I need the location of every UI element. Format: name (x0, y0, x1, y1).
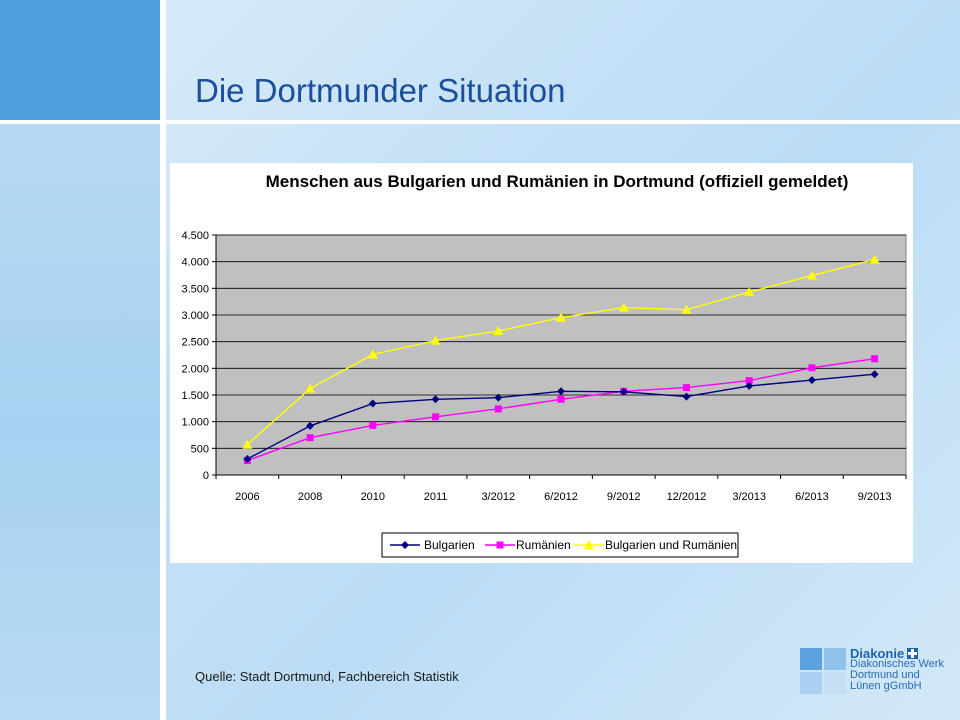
data-point-diamond (557, 387, 565, 396)
y-tick-label: 4.000 (181, 257, 209, 269)
data-point-triangle (744, 287, 755, 297)
x-tick-label: 2011 (424, 491, 448, 503)
data-point-triangle (305, 383, 316, 393)
x-tick-label: 9/2013 (858, 491, 892, 503)
data-point-triangle (367, 349, 378, 359)
logo-line-2: Dortmund und (850, 669, 920, 681)
x-tick-label: 3/2013 (732, 491, 766, 503)
data-point-diamond (870, 370, 879, 379)
chart-container: Menschen aus Bulgarien und Rumänien in D… (170, 163, 913, 563)
data-point-square (871, 355, 879, 363)
data-point-triangle (242, 439, 253, 449)
data-point-diamond (494, 393, 503, 402)
y-tick-label: 1.500 (181, 390, 209, 402)
accent-block (0, 0, 160, 120)
legend-label: Bulgarien und Rumänien (605, 538, 737, 552)
y-tick-label: 0 (203, 470, 209, 482)
data-point-diamond (682, 392, 691, 401)
data-point-triangle (618, 302, 629, 312)
x-tick-label: 2010 (361, 491, 385, 503)
y-tick-label: 3.500 (181, 283, 209, 295)
legend-marker (401, 541, 409, 549)
legend-box (381, 532, 739, 558)
data-point-triangle (430, 335, 441, 345)
legend-label: Bulgarien (424, 538, 475, 552)
legend-label: Rumänien (516, 538, 571, 552)
data-point-triangle (806, 270, 817, 280)
data-point-diamond (368, 399, 377, 408)
data-point-triangle (556, 312, 566, 322)
x-tick-label: 3/2012 (481, 491, 515, 503)
data-point-diamond (745, 381, 754, 390)
data-point-diamond (807, 376, 816, 385)
data-point-diamond (431, 395, 440, 404)
data-point-diamond (243, 455, 252, 463)
y-tick-label: 4.500 (181, 230, 209, 242)
y-tick-label: 2.000 (181, 363, 209, 375)
y-tick-label: 3.000 (181, 310, 209, 322)
logo-line-1: Diakonisches Werk (850, 658, 944, 670)
y-tick-label: 2.500 (181, 337, 209, 349)
data-point-square (557, 395, 565, 403)
chart-title: Menschen aus Bulgarien und Rumänien in D… (266, 172, 849, 191)
data-point-square (808, 364, 816, 372)
data-point-square (369, 421, 377, 429)
data-point-triangle (493, 326, 504, 335)
data-point-triangle (681, 304, 692, 314)
x-tick-label: 6/2012 (544, 491, 578, 503)
data-point-triangle (869, 254, 880, 264)
page-title: Die Dortmunder Situation (195, 72, 566, 109)
data-point-square (306, 434, 314, 442)
legend-marker (584, 540, 594, 549)
data-point-square (494, 405, 502, 413)
vertical-divider (160, 0, 166, 720)
data-point-square (745, 377, 753, 385)
data-point-square (432, 413, 440, 421)
diakonie-logo: Diakonie Diakonisches Werk Dortmund und … (800, 646, 950, 696)
x-tick-label: 2008 (298, 491, 322, 503)
y-tick-label: 1.000 (181, 417, 209, 429)
source-note: Quelle: Stadt Dortmund, Fachbereich Stat… (195, 669, 459, 684)
data-point-diamond (619, 387, 628, 396)
diakonie-cross-icon (907, 648, 919, 659)
data-point-diamond (306, 421, 315, 430)
x-tick-label: 6/2013 (795, 491, 829, 503)
x-tick-label: 9/2012 (607, 491, 641, 503)
plot-area (215, 234, 907, 476)
horizontal-divider (0, 120, 960, 124)
logo-brand-text: Diakonie (850, 646, 905, 661)
line-chart: Menschen aus Bulgarien und Rumänien in D… (181, 172, 907, 558)
legend-marker (496, 541, 504, 549)
logo-mosaic (800, 648, 846, 694)
x-tick-label: 2006 (235, 491, 259, 503)
logo-brand: Diakonie (850, 646, 944, 661)
data-point-square (682, 384, 690, 392)
logo-text: Diakonie Diakonisches Werk Dortmund und … (850, 646, 944, 692)
logo-line-3: Lünen gGmbH (850, 680, 922, 692)
x-tick-label: 12/2012 (667, 491, 707, 503)
y-tick-label: 500 (191, 443, 209, 455)
